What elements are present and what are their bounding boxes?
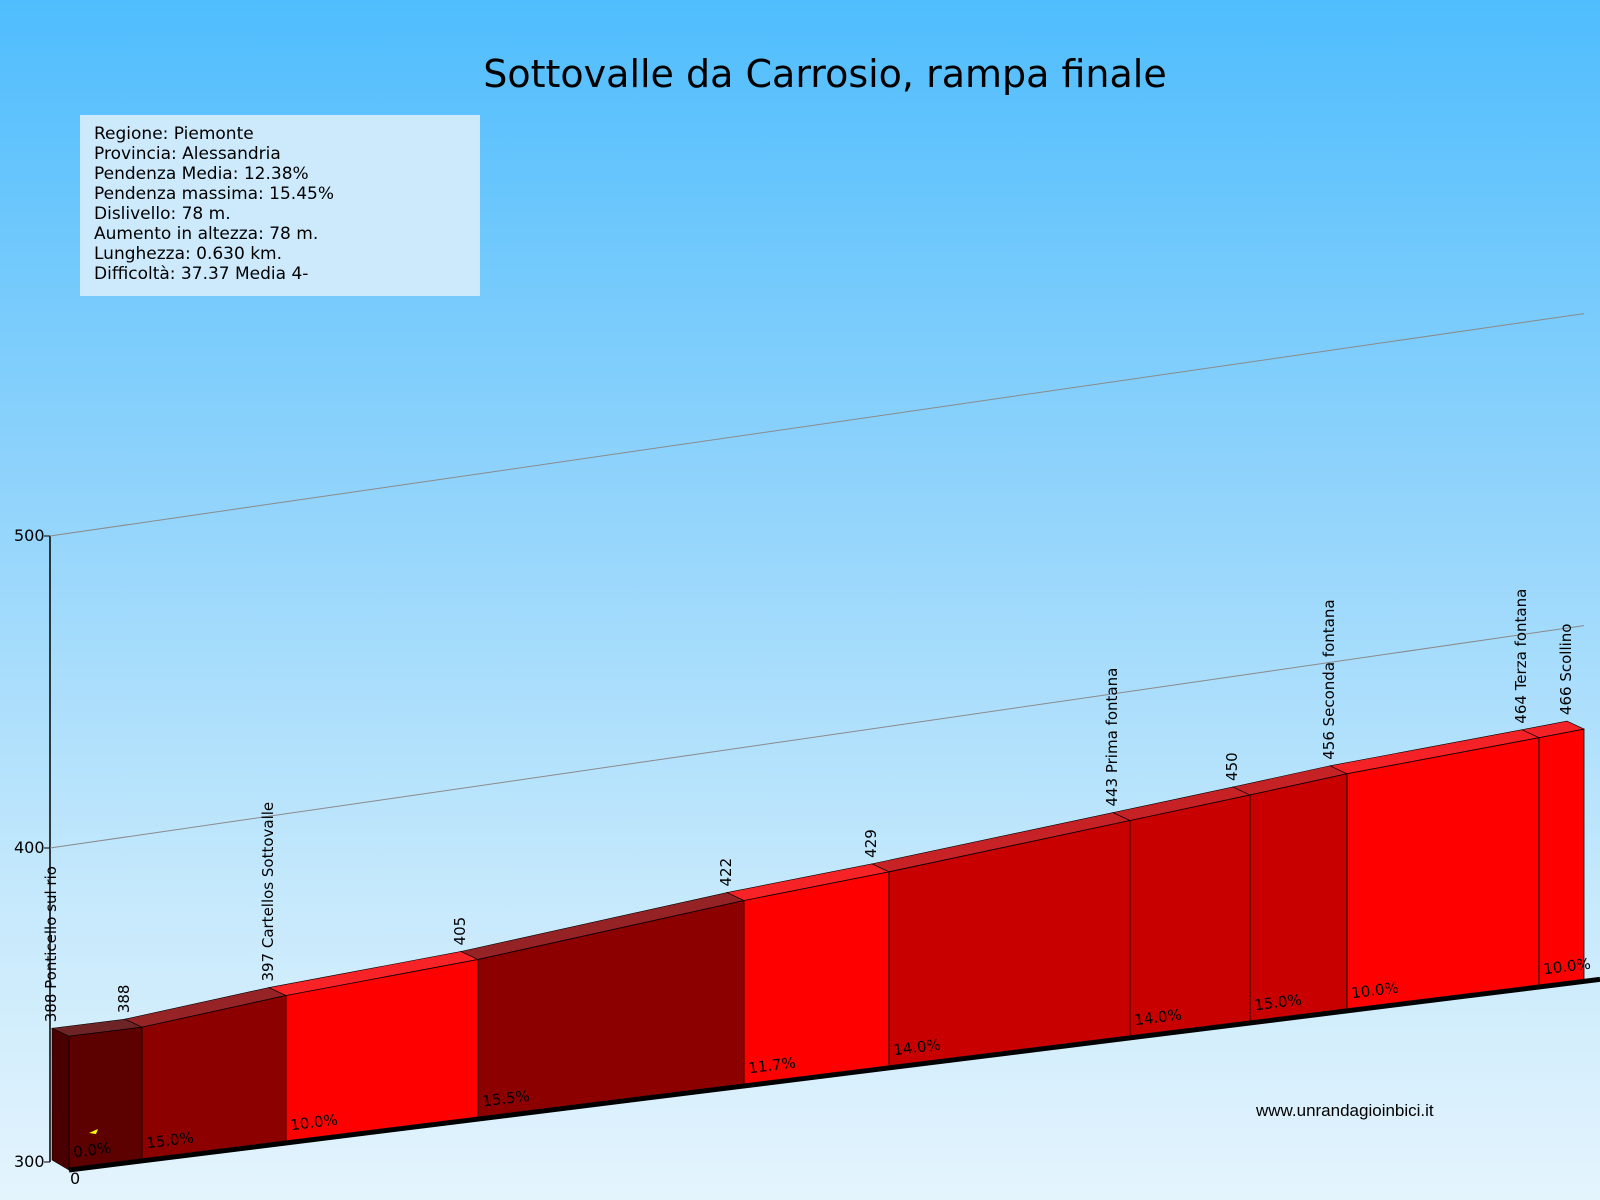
profile-point-label-6: 429 [862,829,880,858]
info-elevation-gain: Aumento in altezza: 78 m. [94,224,319,244]
x-tick-label-0: 0 [70,1169,80,1188]
profile-point-label-8: 450 [1223,752,1241,781]
grid-line-500 [49,313,1585,537]
gradient-label-5: 11.7% [747,1054,797,1078]
segment-bar-9 [1346,737,1540,1012]
profile-point-label-4: 405 [451,917,469,946]
profile-point-label-10: 464 Terza fontana [1512,589,1530,724]
segment-bar-5 [743,871,890,1087]
segment-bar-7 [1129,794,1251,1039]
gradient-label-9: 10.0% [1350,978,1400,1002]
info-region: Regione: Piemonte [94,124,254,144]
base-line [68,976,1600,1173]
profile-point-label-5: 422 [717,858,735,887]
profile-point-label-2: 388 [115,985,133,1014]
segment-bar-10 [1538,728,1585,988]
chart-title: Sottovalle da Carrosio, rampa finale [483,52,1167,96]
start-marker [89,1129,98,1134]
gradient-label-7: 14.0% [1133,1006,1183,1030]
segment-bar-8 [1249,773,1348,1024]
info-difficulty: Difficoltà: 37.37 Media 4- [94,264,309,284]
info-province: Provincia: Alessandria [94,144,281,164]
profile-point-label-7: 443 Prima fontana [1103,668,1121,807]
gradient-label-8: 15.0% [1253,991,1303,1015]
left-side-face [51,1027,70,1171]
gradient-label-6: 14.0% [892,1036,942,1060]
info-box: Regione: Piemonte Provincia: Alessandria… [80,115,480,296]
info-max-gradient: Pendenza massima: 15.45% [94,184,334,204]
profile-point-label-1: 388 Ponticello sul rio [42,866,60,1022]
gradient-label-2: 15.0% [145,1129,195,1153]
y-tick-label-300: 300 [14,1152,45,1171]
info-length: Lunghezza: 0.630 km. [94,244,283,264]
profile-point-label-9: 456 Seconda fontana [1320,599,1338,759]
info-elevation-difference: Dislivello: 78 m. [94,204,231,224]
gradient-label-1: 0.0% [72,1139,112,1162]
info-average-gradient: Pendenza Media: 12.38% [94,164,309,184]
y-tick-label-400: 400 [14,838,45,857]
gradient-label-10: 10.0% [1542,955,1592,979]
profile-point-label-11: 466 Scollino [1557,624,1575,716]
profile-point-label-3: 397 Cartellos Sottovalle [259,802,277,982]
grid-line-400 [49,625,1585,849]
website-credit: www.unrandagioinbici.it [1256,1101,1434,1120]
y-tick-label-500: 500 [14,526,45,545]
gradient-label-3: 10.0% [289,1111,339,1135]
gradient-label-4: 15.5% [481,1087,531,1111]
segment-bar-4 [477,900,745,1120]
